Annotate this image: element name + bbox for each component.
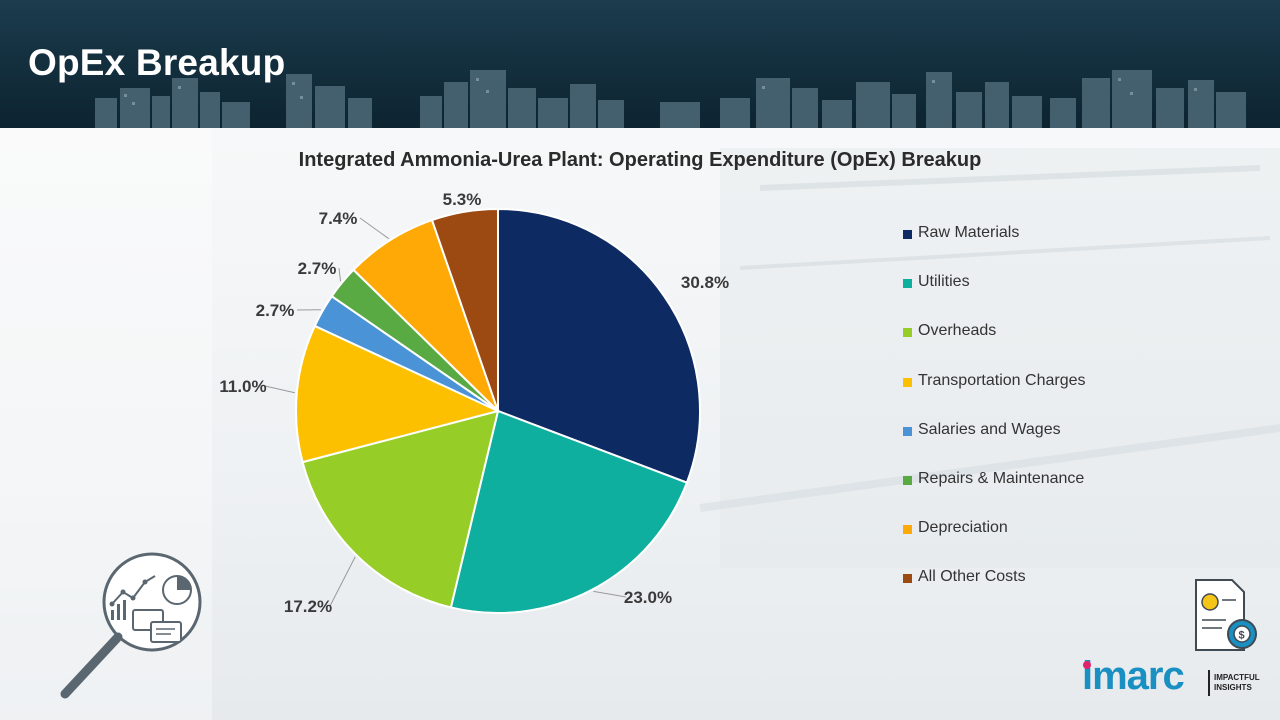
leader-line — [329, 556, 356, 607]
logo-wordmark: imarc — [1082, 654, 1185, 698]
svg-text:$: $ — [1239, 630, 1245, 642]
city-skyline-graphic — [95, 70, 1246, 128]
data-label: 2.7% — [256, 301, 295, 320]
header-banner: OpEx Breakup — [0, 0, 1280, 128]
logo-tagline-line2: INSIGHTS — [1214, 683, 1252, 692]
legend-label: Depreciation — [918, 519, 1008, 537]
imarc-logo: imarc IMPACTFUL INSIGHTS — [1082, 654, 1260, 706]
legend-swatch — [903, 426, 912, 436]
data-label: 17.2% — [284, 597, 332, 616]
data-label: 7.4% — [319, 209, 358, 228]
legend-swatch — [903, 574, 912, 584]
logo-tagline: IMPACTFUL INSIGHTS — [1214, 673, 1260, 693]
legend-label: Utilities — [918, 273, 970, 291]
legend-label: Repairs & Maintenance — [918, 470, 1085, 487]
legend-swatch — [903, 377, 912, 387]
legend-swatch — [903, 230, 912, 239]
page-title: OpEx Breakup — [28, 42, 286, 83]
pie-slice-overheads — [301, 409, 500, 609]
logo-tagline-line1: IMPACTFUL — [1214, 673, 1260, 682]
leader-line — [359, 217, 390, 240]
data-label: 30.8% — [681, 273, 729, 292]
legend-swatch — [903, 476, 912, 485]
pie-slice-raw-materials — [497, 207, 701, 484]
legend-swatch — [903, 279, 912, 289]
logo-dot — [1083, 661, 1091, 669]
legend-label: Transportation Charges — [918, 371, 1086, 389]
data-label: 5.3% — [443, 190, 482, 209]
leader-line — [338, 267, 342, 282]
pie-slice-utilities — [449, 409, 689, 614]
pie-slice-all-other-costs — [430, 207, 499, 412]
magnifier-analytics-icon — [60, 552, 202, 699]
leader-line — [264, 385, 295, 394]
legend-label: Raw Materials — [918, 224, 1020, 241]
chart-title: Integrated Ammonia-Urea Plant: Operating… — [298, 149, 982, 171]
logo-divider — [1208, 670, 1210, 696]
legend-swatch — [903, 525, 912, 535]
leader-line — [593, 590, 627, 598]
cost-document-icon: $ — [1195, 579, 1257, 651]
data-label: 23.0% — [624, 588, 672, 607]
data-label: 2.7% — [298, 259, 337, 278]
pie-slice-transportation-charges — [295, 324, 501, 464]
legend-label: Salaries and Wages — [918, 420, 1061, 438]
data-label: 11.0% — [219, 377, 266, 396]
legend-label: Overheads — [918, 322, 997, 340]
legend-swatch — [903, 328, 912, 338]
legend-label: All Other Costs — [918, 568, 1026, 586]
